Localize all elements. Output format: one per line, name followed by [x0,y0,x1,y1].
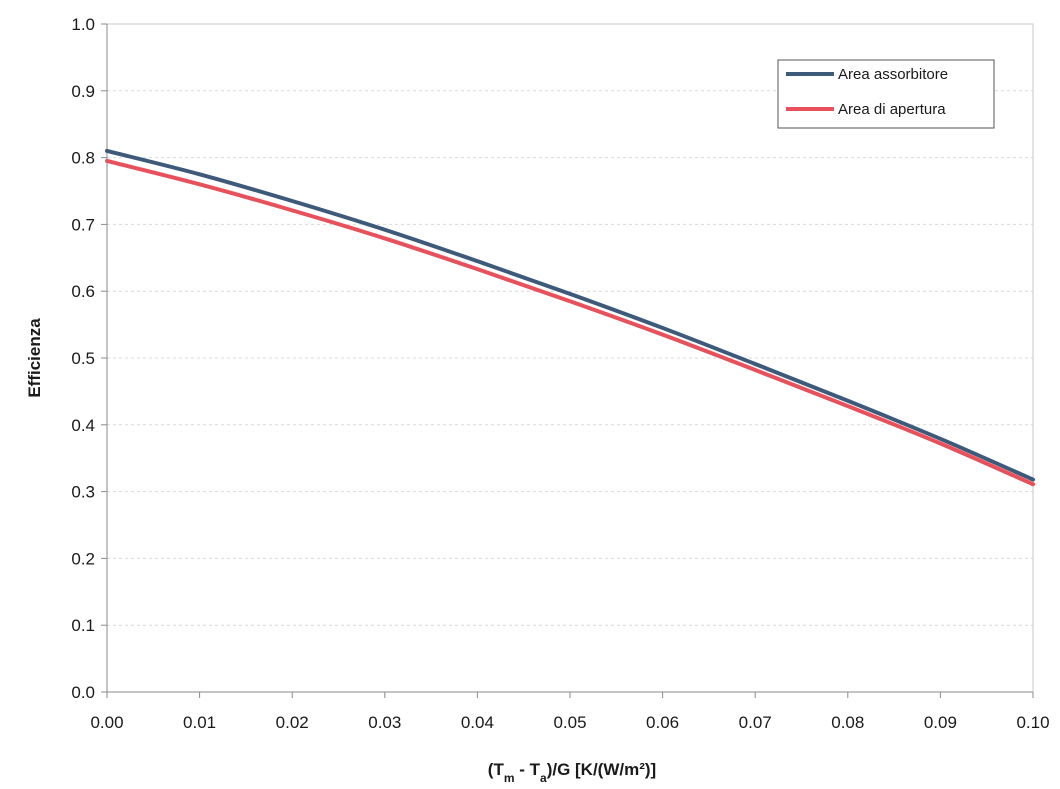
x-tick-label: 0.04 [461,713,494,732]
y-tick-label: 0.5 [71,349,95,368]
x-title-sub1: m [504,771,515,784]
y-tick-label: 0.3 [71,483,95,502]
series-line-area-assorbitore [105,148,1035,482]
y-tick-label: 0.7 [71,215,95,234]
x-tick-label: 0.03 [368,713,401,732]
legend: Area assorbitore Area di apertura [777,59,995,129]
x-title-close: )/G [K/(W/m²)] [547,760,657,779]
y-tick-label: 1.0 [71,15,95,34]
series-line-area-di-apertura [105,158,1035,487]
x-title-sub2: a [540,771,547,784]
grid-layer [107,90,1033,626]
x-axis-title: (Tm - Ta)/G [K/(W/m²)] [488,760,656,784]
legend-label-area-di-apertura: Area di apertura [838,101,946,118]
x-tick-label: 0.02 [276,713,309,732]
x-title-open: (T [488,760,505,779]
y-tick-label: 0.1 [71,616,95,635]
x-title-mid: - T [515,760,541,779]
y-tick-label: 0.0 [71,683,95,702]
x-tick-label: 0.01 [183,713,216,732]
y-tick-label: 0.9 [71,82,95,101]
x-tick-label: 0.10 [1016,713,1049,732]
legend-box [777,59,995,129]
x-tick-label: 0.07 [739,713,772,732]
y-tick-label: 0.4 [71,416,95,435]
series-layer [105,148,1035,487]
y-tick-label: 0.2 [71,549,95,568]
x-tick-label: 0.00 [90,713,123,732]
x-tick-label: 0.09 [924,713,957,732]
legend-label-area-assorbitore: Area assorbitore [838,66,948,83]
y-tick-label: 0.8 [71,149,95,168]
x-tick-label: 0.05 [553,713,586,732]
x-tick-label: 0.06 [646,713,679,732]
x-tick-label: 0.08 [831,713,864,732]
y-axis-title: Efficienza [25,318,44,398]
y-tick-label: 0.6 [71,282,95,301]
axes-layer: 0.0 0.1 0.2 0.3 0.4 0.5 0.6 0.7 0.8 0.9 1.0 0.00 0.0… [71,15,1049,732]
